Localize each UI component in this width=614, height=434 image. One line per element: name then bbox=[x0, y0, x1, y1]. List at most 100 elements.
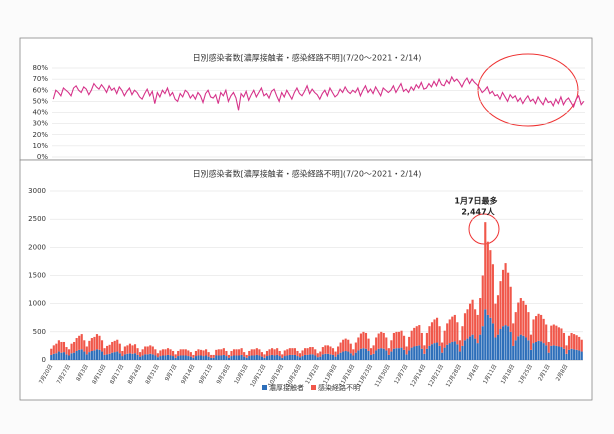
bar-segment bbox=[139, 356, 142, 360]
bar-segment bbox=[128, 343, 132, 354]
bar-segment bbox=[380, 348, 383, 360]
bar-segment bbox=[301, 356, 304, 360]
bar-segment bbox=[149, 345, 152, 354]
bar-segment bbox=[225, 356, 228, 360]
annotation: 1月7日最多 bbox=[454, 196, 497, 206]
bar-segment bbox=[507, 272, 510, 327]
bar-segment bbox=[174, 354, 177, 358]
bar-segment bbox=[276, 354, 279, 360]
bar-segment bbox=[62, 341, 66, 353]
bar-segment bbox=[342, 339, 345, 352]
bar-segment bbox=[189, 352, 192, 357]
bar-segment bbox=[268, 355, 271, 360]
bar-segment bbox=[240, 348, 243, 355]
bar-segment bbox=[60, 352, 63, 360]
bar-segment bbox=[438, 326, 441, 346]
bar-segment bbox=[375, 337, 378, 351]
bar-segment bbox=[446, 323, 449, 345]
bar-segment bbox=[517, 336, 520, 360]
bar-segment bbox=[260, 352, 263, 357]
bar-segment bbox=[395, 331, 398, 349]
bar-segment bbox=[278, 356, 281, 360]
bar-segment bbox=[55, 343, 58, 354]
bar-segment bbox=[253, 355, 256, 360]
bar-segment bbox=[126, 345, 129, 354]
bar-segment bbox=[329, 346, 332, 355]
bar-segment bbox=[141, 349, 144, 356]
bar-segment bbox=[329, 354, 332, 360]
bar-segment bbox=[435, 317, 439, 343]
bar-segment bbox=[169, 349, 172, 356]
bar-segment bbox=[248, 356, 251, 360]
bar-segment bbox=[565, 345, 568, 354]
bar-segment bbox=[255, 348, 258, 355]
bar-segment bbox=[392, 348, 395, 360]
bar-segment bbox=[50, 348, 53, 355]
bar-segment bbox=[326, 353, 329, 360]
bar-segment bbox=[98, 349, 101, 360]
bar-segment bbox=[187, 356, 190, 360]
bar-segment bbox=[227, 354, 231, 358]
bar-segment bbox=[334, 356, 337, 360]
bar-segment bbox=[451, 341, 454, 360]
chart-title: 日別感染者数[濃厚接触者・感染経路不明](7/20～2021・2/14) bbox=[193, 53, 422, 63]
bar-segment bbox=[197, 355, 200, 360]
y-tick-label: 30% bbox=[32, 120, 48, 128]
bar-segment bbox=[103, 348, 106, 355]
bar-segment bbox=[446, 344, 449, 360]
y-tick-label: 1000 bbox=[28, 300, 46, 308]
bar-segment bbox=[306, 348, 309, 355]
bar-segment bbox=[580, 339, 583, 352]
bar-segment bbox=[106, 354, 109, 360]
bar-segment bbox=[182, 349, 185, 356]
bar-segment bbox=[93, 336, 96, 351]
bar-segment bbox=[311, 347, 314, 355]
bar-segment bbox=[90, 350, 93, 360]
bar-segment bbox=[90, 338, 93, 351]
bar-segment bbox=[466, 309, 469, 339]
bar-segment bbox=[496, 295, 500, 335]
bar-segment bbox=[484, 222, 487, 310]
bar-segment bbox=[166, 348, 170, 355]
bar-segment bbox=[309, 347, 312, 355]
bar-segment bbox=[496, 334, 500, 360]
bar-segment bbox=[575, 349, 578, 360]
bar-segment bbox=[113, 340, 116, 353]
bar-segment bbox=[98, 335, 101, 350]
bar-segment bbox=[567, 335, 571, 350]
bar-segment bbox=[159, 350, 162, 357]
bar-segment bbox=[413, 346, 416, 360]
bar-segment bbox=[93, 350, 96, 360]
bar-segment bbox=[70, 343, 73, 354]
bar-segment bbox=[545, 345, 548, 360]
bar-segment bbox=[210, 354, 213, 358]
bar-segment bbox=[265, 350, 269, 357]
bar-segment bbox=[524, 337, 527, 360]
bar-segment bbox=[118, 343, 121, 354]
bar-segment bbox=[451, 316, 454, 342]
bar-segment bbox=[481, 275, 484, 327]
bar-segment bbox=[243, 352, 246, 357]
bar-segment bbox=[65, 354, 68, 360]
bar-segment bbox=[435, 342, 439, 360]
bar-segment bbox=[133, 344, 137, 354]
bar-segment bbox=[85, 346, 88, 355]
y-tick-label: 0 bbox=[42, 356, 46, 364]
bar-segment bbox=[545, 324, 548, 346]
bar-segment bbox=[283, 356, 286, 360]
bar-segment bbox=[126, 353, 129, 360]
bar-segment bbox=[408, 336, 411, 351]
bar-segment bbox=[382, 348, 385, 360]
bar-segment bbox=[471, 334, 474, 360]
bar-segment bbox=[189, 356, 192, 360]
bar-segment bbox=[232, 349, 236, 356]
bar-segment bbox=[250, 355, 253, 360]
bar-segment bbox=[78, 335, 81, 350]
bar-segment bbox=[60, 341, 63, 353]
bar-segment bbox=[253, 349, 256, 356]
bar-segment bbox=[433, 319, 436, 344]
bar-segment bbox=[194, 356, 198, 360]
bar-segment bbox=[443, 330, 446, 348]
bar-segment bbox=[133, 353, 137, 360]
